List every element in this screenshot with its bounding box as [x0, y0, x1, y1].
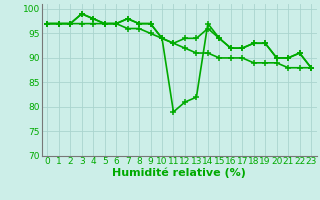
X-axis label: Humidité relative (%): Humidité relative (%) [112, 168, 246, 178]
